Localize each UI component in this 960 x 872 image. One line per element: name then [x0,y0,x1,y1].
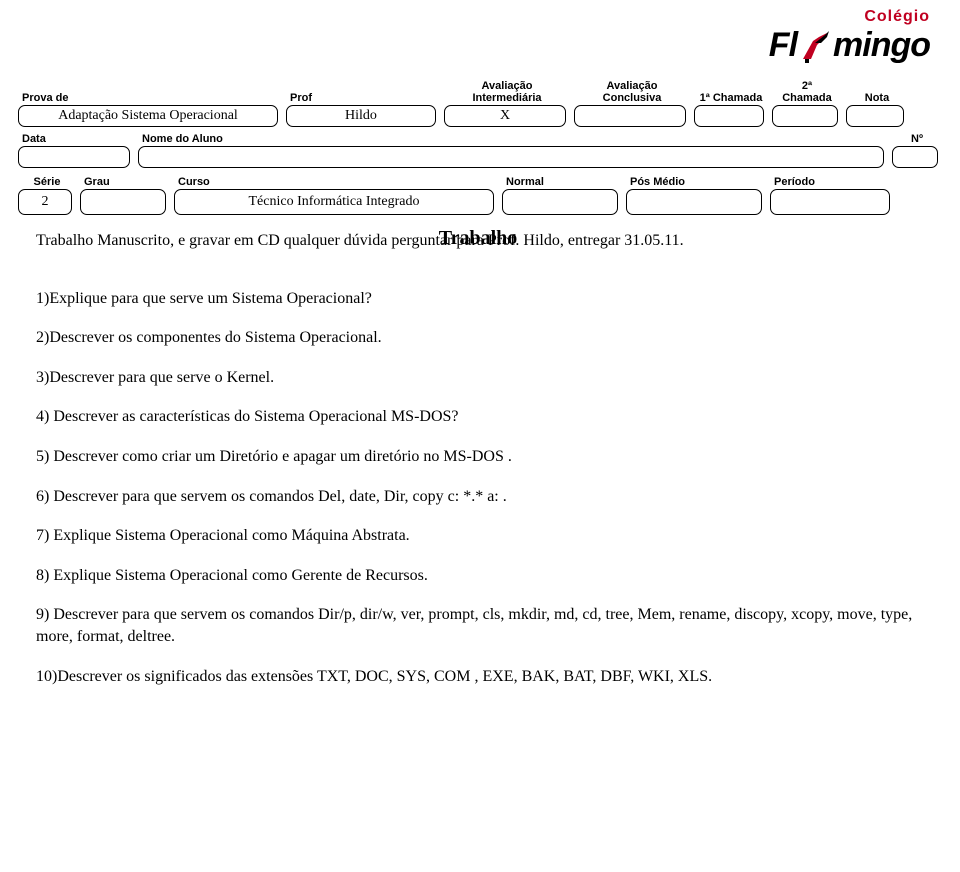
box-normal [502,189,618,215]
box-posmedio [626,189,762,215]
box-periodo [770,189,890,215]
value-prof: Hildo [345,108,377,124]
question-7: 7) Explique Sistema Operacional como Máq… [36,525,924,547]
box-no [892,146,938,168]
label-prof: Prof [286,92,436,104]
label-posmedio: Pós Médio [626,176,762,188]
value-aval-interm: X [500,108,510,124]
header-row-2: Data Nome do Aluno Nº [18,133,938,168]
box-prof: Hildo [286,105,436,127]
box-chamada1 [694,105,764,127]
box-nota [846,105,904,127]
box-aval-interm: X [444,105,566,127]
question-4: 4) Descrever as características do Siste… [36,406,924,428]
intro-text: Trabalho Manuscrito, e gravar em CD qual… [36,230,924,252]
box-data [18,146,130,168]
label-chamada1: 1ª Chamada [694,92,764,104]
box-aval-concl [574,105,686,127]
box-curso: Técnico Informática Integrado [174,189,494,215]
label-prova-de: Prova de [18,92,278,104]
box-grau [80,189,166,215]
label-grau: Grau [80,176,166,188]
value-serie: 2 [42,194,49,210]
box-nome [138,146,884,168]
label-periodo: Período [770,176,890,188]
label-serie: Série [18,176,72,188]
label-aval-interm: Avaliação Intermediária [444,80,566,104]
box-chamada2 [772,105,838,127]
value-prova-de: Adaptação Sistema Operacional [58,108,238,124]
label-chamada2: 2ª Chamada [772,80,838,104]
header-row-3: Série 2 Grau Curso Técnico Informática I… [18,176,938,215]
school-logo: Colégio Fl mingo [769,8,930,65]
document-body: Trabalho Manuscrito, e gravar em CD qual… [36,230,924,705]
flamingo-icon [795,29,835,63]
logo-colegio-text: Colégio [769,8,930,26]
box-prova-de: Adaptação Sistema Operacional [18,105,278,127]
label-data: Data [18,133,130,145]
question-9: 9) Descrever para que servem os comandos… [36,604,924,647]
question-10: 10)Descrever os significados das extensõ… [36,666,924,688]
question-6: 6) Descrever para que servem os comandos… [36,486,924,508]
logo-text-part1: Fl [769,26,797,65]
label-aval-concl: Avaliação Conclusiva [574,80,686,104]
question-1: 1)Explique para que serve um Sistema Ope… [36,288,924,310]
label-normal: Normal [502,176,618,188]
question-2: 2)Descrever os componentes do Sistema Op… [36,327,924,349]
question-8: 8) Explique Sistema Operacional como Ger… [36,565,924,587]
question-5: 5) Descrever como criar um Diretório e a… [36,446,924,468]
box-serie: 2 [18,189,72,215]
label-no: Nº [892,133,938,145]
logo-text-part2: mingo [833,26,930,65]
label-curso: Curso [174,176,494,188]
label-nome: Nome do Aluno [138,133,884,145]
logo-main: Fl mingo [769,26,930,65]
value-curso: Técnico Informática Integrado [248,194,419,210]
label-nota: Nota [846,92,904,104]
question-3: 3)Descrever para que serve o Kernel. [36,367,924,389]
header-row-1: Prova de Adaptação Sistema Operacional P… [18,80,938,127]
